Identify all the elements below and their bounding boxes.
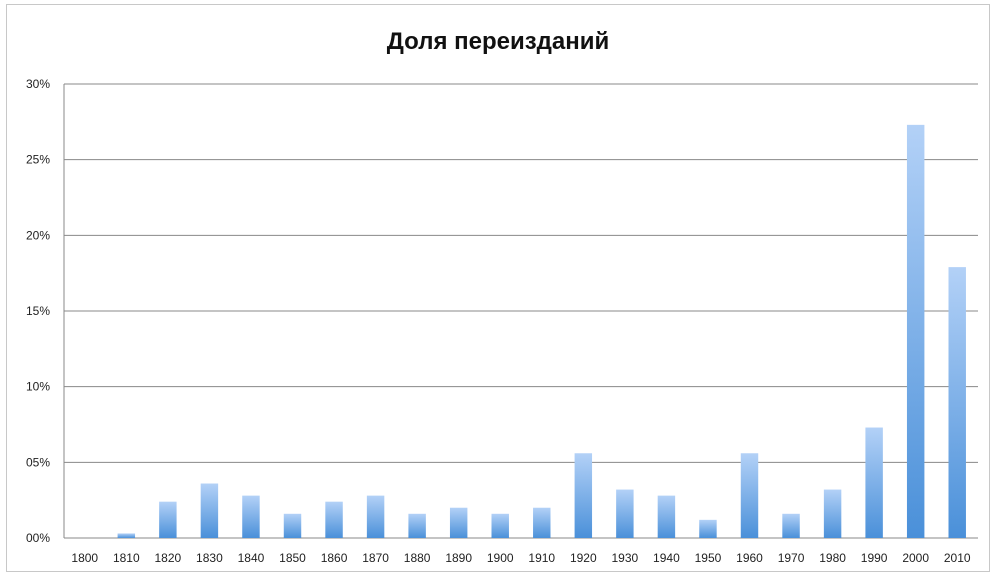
bar-2000 [906, 124, 925, 539]
x-tick-label: 1830 [196, 551, 223, 565]
x-tick-label: 1950 [695, 551, 722, 565]
bar-1830 [200, 483, 219, 538]
x-tick-label: 2000 [902, 551, 929, 565]
bar-1860 [325, 501, 343, 538]
x-axis-ticks: 1800 1810 1820 1830 1840 1850 1860 1870 1880 1890… [71, 551, 970, 565]
y-tick-label: 10% [26, 380, 50, 394]
x-tick-label: 1860 [321, 551, 348, 565]
y-tick-label: 15% [26, 304, 50, 318]
x-tick-label: 1840 [238, 551, 265, 565]
bar-1880 [408, 513, 426, 538]
y-axis-ticks: 00% 05% 10% 15% 20% 25% 30% [26, 77, 50, 545]
x-tick-label: 1850 [279, 551, 306, 565]
x-tick-label: 1980 [819, 551, 846, 565]
x-tick-label: 1870 [362, 551, 389, 565]
x-tick-label: 1990 [861, 551, 888, 565]
chart-frame [6, 4, 990, 572]
bar-1930 [616, 489, 634, 538]
bar-2010 [948, 267, 966, 538]
chart-title: Доля переизданий [386, 28, 610, 55]
bar-1890 [449, 507, 468, 538]
bar-1840 [242, 495, 260, 538]
bar-1950 [699, 519, 717, 538]
x-tick-label: 1800 [71, 551, 98, 565]
y-tick-label: 00% [26, 531, 50, 545]
bar-1970 [782, 513, 800, 538]
y-tick-label: 30% [26, 77, 50, 91]
bar-1940 [657, 495, 676, 538]
x-tick-label: 1940 [653, 551, 680, 565]
y-tick-label: 25% [26, 153, 50, 167]
bar-1870 [366, 495, 385, 538]
bar-1960 [740, 453, 759, 538]
gridlines [63, 83, 978, 539]
bar-1990 [865, 427, 883, 538]
bars [117, 124, 966, 539]
x-tick-label: 1820 [155, 551, 182, 565]
bar-1820 [159, 501, 177, 538]
x-tick-label: 1880 [404, 551, 431, 565]
x-tick-label: 1910 [528, 551, 555, 565]
bar-1920 [574, 453, 593, 538]
x-tick-label: 1810 [113, 551, 140, 565]
y-tick-label: 05% [26, 455, 50, 469]
x-tick-label: 2010 [944, 551, 971, 565]
bar-1910 [533, 507, 551, 538]
bar-1900 [491, 513, 509, 538]
bar-1980 [823, 489, 842, 538]
x-tick-label: 1960 [736, 551, 763, 565]
bar-1850 [283, 513, 302, 538]
bar-1810 [117, 533, 136, 538]
x-tick-label: 1920 [570, 551, 597, 565]
x-tick-label: 1890 [445, 551, 472, 565]
y-tick-label: 20% [26, 228, 50, 242]
x-tick-label: 1900 [487, 551, 514, 565]
x-tick-label: 1930 [612, 551, 639, 565]
x-tick-label: 1970 [778, 551, 805, 565]
